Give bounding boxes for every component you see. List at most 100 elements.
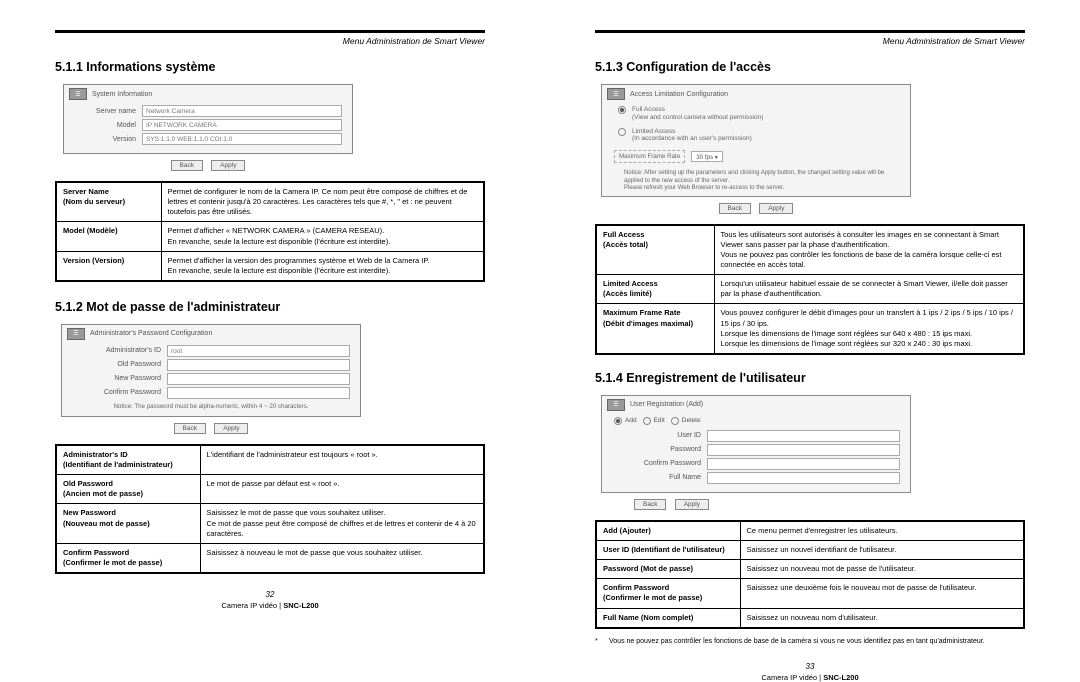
footer: Camera IP vidéo | SNC-L200 [55, 601, 485, 610]
def-text: Ce menu permet d'enregistrer les utilisa… [740, 521, 1024, 541]
def-label: Model (Modèle) [56, 222, 161, 251]
apply-button: Apply [211, 160, 245, 171]
def-text: Permet de configurer le nom de la Camera… [161, 182, 484, 222]
def-text: Saisissez le mot de passe que vous souha… [200, 504, 484, 543]
server-name-field: Network Camera [142, 105, 342, 117]
footnote: * Vous ne pouvez pas contrôler les fonct… [595, 637, 1025, 646]
def-label: Add (Ajouter) [596, 521, 740, 541]
field-label: Version [74, 136, 142, 143]
def-text: Saisissez un nouveau nom d'utilisateur. [740, 608, 1024, 628]
panel-heading: Access Limitation Configuration [630, 91, 728, 98]
user-id-field [707, 430, 900, 442]
def-label: Maximum Frame Rate(Débit d'images maxima… [596, 304, 714, 354]
def-text: L'identifiant de l'administrateur est to… [200, 445, 484, 475]
def-label: Administrator's ID(Identifiant de l'admi… [56, 445, 200, 475]
user-registration-table: Add (Ajouter)Ce menu permet d'enregistre… [595, 520, 1025, 629]
table-row: Old Password(Ancien mot de passe)Le mot … [56, 475, 484, 504]
document: Menu Administration de Smart Viewer 5.1.… [0, 0, 1080, 656]
def-label: Confirm Password(Confirmer le mot de pas… [56, 543, 200, 573]
limited-access-option: Limited Access(In accordance with an use… [632, 128, 752, 144]
def-label: New Password(Nouveau mot de passe) [56, 504, 200, 543]
table-row: Password (Mot de passe)Saisissez un nouv… [596, 560, 1024, 579]
def-label: User ID (Identifiant de l'utilisateur) [596, 541, 740, 560]
panel-heading: System Information [92, 91, 152, 98]
access-notice: Notice: After setting up the parameters … [602, 167, 910, 196]
table-row: Server Name(Nom du serveur)Permet de con… [56, 182, 484, 222]
access-config-table: Full Access(Accès total)Tous les utilisa… [595, 224, 1025, 355]
page-right: Menu Administration de Smart Viewer 5.1.… [540, 0, 1080, 656]
table-row: Add (Ajouter)Ce menu permet d'enregistre… [596, 521, 1024, 541]
page-header: Menu Administration de Smart Viewer [595, 36, 1025, 46]
page-left: Menu Administration de Smart Viewer 5.1.… [0, 0, 540, 656]
section-title-5-1-4: 5.1.4 Enregistrement de l'utilisateur [595, 371, 1025, 385]
def-label: Full Name (Nom complet) [596, 608, 740, 628]
frame-rate-select: 30 fps ▾ [691, 151, 723, 162]
admin-id-field: root [167, 345, 350, 357]
tab-edit: Edit [643, 417, 665, 425]
field-label: Server name [74, 108, 142, 115]
confirm-password-field [707, 458, 900, 470]
admin-password-screenshot: ☰ Administrator's Password Configuration… [61, 324, 361, 434]
password-notice: Notice: The password must be alpha-numer… [72, 403, 350, 410]
page-number: 33 [595, 662, 1025, 671]
def-text: Saisissez un nouveau mot de passe de l'u… [740, 560, 1024, 579]
table-row: Administrator's ID(Identifiant de l'admi… [56, 445, 484, 475]
def-label: Password (Mot de passe) [596, 560, 740, 579]
full-name-field [707, 472, 900, 484]
tab-add: Add [614, 417, 637, 425]
panel-heading: Administrator's Password Configuration [90, 330, 212, 337]
password-field [707, 444, 900, 456]
system-info-table: Server Name(Nom du serveur)Permet de con… [55, 181, 485, 282]
field-label: Old Password [72, 361, 167, 368]
panel-icon: ☰ [607, 399, 625, 411]
def-text: Le mot de passe par défaut est « root ». [200, 475, 484, 504]
full-access-option: Full Access(View and control camera with… [632, 106, 763, 122]
field-label: Administrator's ID [72, 347, 167, 354]
section-title-5-1-1: 5.1.1 Informations système [55, 60, 485, 74]
back-button: Back [174, 423, 206, 434]
new-password-field [167, 373, 350, 385]
page-header: Menu Administration de Smart Viewer [55, 36, 485, 46]
field-label: Model [74, 122, 142, 129]
access-config-screenshot: ☰ Access Limitation Configuration Full A… [601, 84, 911, 214]
page-number: 32 [55, 590, 485, 599]
back-button: Back [634, 499, 666, 510]
field-label: Confirm Password [612, 460, 707, 467]
model-field: IP NETWORK CAMERA [142, 119, 342, 131]
panel-icon: ☰ [69, 88, 87, 100]
def-text: Saisissez un nouvel identifiant de l'uti… [740, 541, 1024, 560]
header-rule [55, 30, 485, 33]
def-text: Saisissez une deuxième fois le nouveau m… [740, 579, 1024, 608]
table-row: New Password(Nouveau mot de passe)Saisis… [56, 504, 484, 543]
radio-icon [614, 417, 622, 425]
def-text: Permet d'afficher « NETWORK CAMERA » (CA… [161, 222, 484, 251]
apply-button: Apply [759, 203, 793, 214]
radio-icon [618, 106, 626, 114]
panel-heading: User Registration (Add) [630, 401, 703, 408]
field-label: Full Name [612, 474, 707, 481]
back-button: Back [171, 160, 203, 171]
def-label: Confirm Password(Confirmer le mot de pas… [596, 579, 740, 608]
table-row: Confirm Password(Confirmer le mot de pas… [56, 543, 484, 573]
def-text: Saisissez à nouveau le mot de passe que … [200, 543, 484, 573]
panel-icon: ☰ [67, 328, 85, 340]
def-text: Vous pouvez configurer le débit d'images… [714, 304, 1024, 354]
field-label: New Password [72, 375, 167, 382]
def-label: Limited Access(Accès limité) [596, 275, 714, 304]
table-row: Model (Modèle)Permet d'afficher « NETWOR… [56, 222, 484, 251]
def-label: Server Name(Nom du serveur) [56, 182, 161, 222]
def-text: Tous les utilisateurs sont autorisés à c… [714, 225, 1024, 275]
old-password-field [167, 359, 350, 371]
system-info-screenshot: ☰ System Information Server nameNetwork … [63, 84, 353, 171]
back-button: Back [719, 203, 751, 214]
confirm-password-field [167, 387, 350, 399]
version-field: SYS:1.1.0 WEB:1.1.0 CGI:1.0 [142, 133, 342, 145]
tab-delete: Delete [671, 417, 701, 425]
apply-button: Apply [675, 499, 709, 510]
panel-icon: ☰ [607, 88, 625, 100]
field-label: User ID [612, 432, 707, 439]
radio-icon [618, 128, 626, 136]
frame-rate-label: Maximum Frame Rate [614, 150, 685, 163]
table-row: Version (Version)Permet d'afficher la ve… [56, 251, 484, 281]
field-label: Confirm Password [72, 389, 167, 396]
